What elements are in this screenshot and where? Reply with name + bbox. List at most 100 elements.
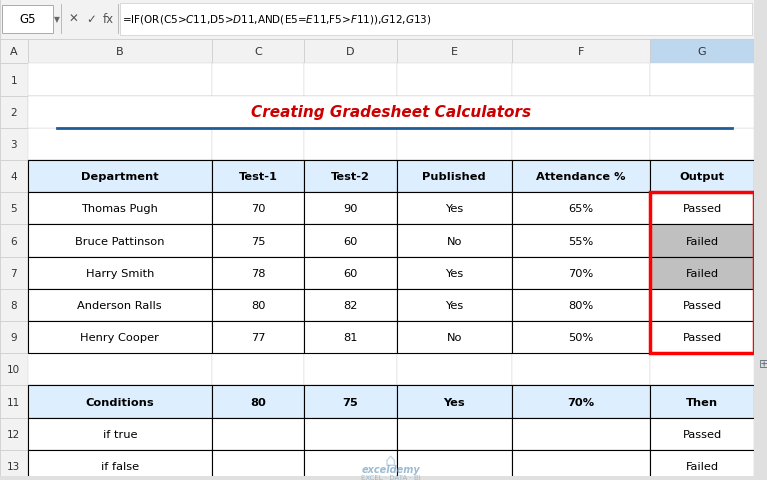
Bar — [512, 289, 650, 322]
Text: Failed: Failed — [686, 461, 719, 471]
Bar — [28, 322, 212, 354]
Text: ✓: ✓ — [87, 13, 97, 26]
Bar — [212, 129, 304, 161]
Bar — [0, 193, 28, 225]
Bar — [397, 322, 512, 354]
Bar — [397, 129, 512, 161]
Bar — [650, 193, 754, 225]
Bar — [212, 322, 304, 354]
Bar — [650, 289, 754, 322]
Bar — [0, 161, 28, 193]
Text: Passed: Passed — [683, 429, 722, 439]
Bar — [650, 385, 754, 418]
Bar — [28, 385, 212, 418]
Bar — [212, 225, 304, 257]
Text: F: F — [578, 47, 584, 57]
Bar — [650, 225, 754, 257]
Bar — [397, 96, 512, 129]
Bar — [28, 450, 212, 480]
Bar — [650, 450, 754, 480]
Text: 10: 10 — [7, 365, 20, 374]
Bar — [212, 96, 304, 129]
Bar — [28, 450, 212, 480]
Bar — [397, 39, 512, 64]
Bar — [512, 193, 650, 225]
Bar — [0, 96, 28, 129]
Bar — [120, 4, 752, 36]
Bar — [304, 322, 397, 354]
Bar — [304, 418, 397, 450]
Text: 78: 78 — [251, 268, 265, 278]
Text: 7: 7 — [11, 268, 17, 278]
Bar — [650, 64, 754, 96]
Text: Henry Cooper: Henry Cooper — [81, 333, 160, 342]
Bar — [0, 225, 28, 257]
Bar — [650, 418, 754, 450]
Bar — [304, 418, 397, 450]
Bar — [0, 450, 28, 480]
Bar — [512, 289, 650, 322]
Bar — [304, 289, 397, 322]
Text: 82: 82 — [343, 300, 357, 310]
Bar — [397, 64, 512, 96]
Text: Test-1: Test-1 — [239, 172, 278, 182]
Text: 1: 1 — [11, 75, 17, 85]
Bar — [397, 385, 512, 418]
Bar — [650, 193, 754, 354]
Text: 5: 5 — [11, 204, 17, 214]
Bar — [212, 450, 304, 480]
Text: 65%: 65% — [568, 204, 594, 214]
Bar — [0, 39, 28, 64]
Text: Output: Output — [680, 172, 725, 182]
Bar — [304, 354, 397, 385]
Bar — [304, 385, 397, 418]
Text: Thomas Pugh: Thomas Pugh — [81, 204, 158, 214]
Bar — [304, 257, 397, 289]
Bar — [397, 193, 512, 225]
Text: ⊞: ⊞ — [759, 357, 767, 370]
Bar — [304, 385, 397, 418]
Bar — [28, 322, 212, 354]
Bar — [304, 64, 397, 96]
Bar — [512, 385, 650, 418]
Bar — [512, 450, 650, 480]
Bar — [512, 354, 650, 385]
Bar — [28, 161, 212, 193]
Bar — [512, 39, 650, 64]
Text: Creating Gradesheet Calculators: Creating Gradesheet Calculators — [251, 105, 531, 120]
Bar — [0, 129, 28, 161]
Bar — [212, 322, 304, 354]
Bar — [212, 450, 304, 480]
Bar — [650, 96, 754, 129]
Text: Test-2: Test-2 — [331, 172, 370, 182]
Bar — [512, 161, 650, 193]
Bar — [304, 96, 397, 129]
Text: 75: 75 — [251, 236, 265, 246]
Bar — [397, 161, 512, 193]
Text: 3: 3 — [11, 140, 17, 150]
Bar — [212, 225, 304, 257]
Text: 70%: 70% — [568, 268, 594, 278]
Text: No: No — [446, 236, 462, 246]
Bar — [28, 289, 212, 322]
Bar — [650, 354, 754, 385]
Bar — [28, 96, 212, 129]
Text: Department: Department — [81, 172, 159, 182]
Text: Yes: Yes — [445, 204, 463, 214]
Bar — [61, 5, 62, 35]
Text: ▼: ▼ — [54, 15, 60, 24]
Bar — [28, 289, 212, 322]
Bar — [650, 257, 754, 289]
Bar — [304, 129, 397, 161]
Bar — [304, 225, 397, 257]
Text: Passed: Passed — [683, 333, 722, 342]
Bar — [212, 385, 304, 418]
Text: C: C — [255, 47, 262, 57]
Bar — [212, 161, 304, 193]
Text: 60: 60 — [343, 268, 357, 278]
Text: E: E — [451, 47, 458, 57]
Text: Failed: Failed — [686, 236, 719, 246]
Bar — [212, 418, 304, 450]
Text: Yes: Yes — [443, 397, 465, 407]
Text: B: B — [116, 47, 123, 57]
